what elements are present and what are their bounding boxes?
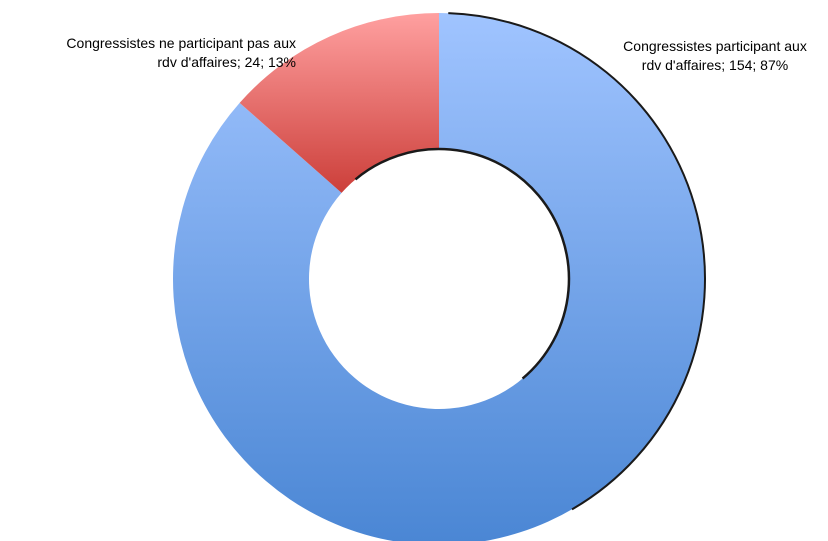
slice-label-participants: Congressistes participant aux rdv d'affa… — [600, 37, 828, 75]
donut-slice-non-participants — [239, 13, 439, 193]
donut-outer-edge — [448, 12, 706, 511]
donut-inner-edge — [354, 147, 571, 380]
slice-label-participants-line1: Congressistes participant aux — [623, 38, 807, 54]
slice-label-non-participants-line1: Congressistes ne participant pas aux — [66, 35, 296, 51]
slice-label-non-participants: Congressistes ne participant pas aux rdv… — [10, 34, 296, 72]
donut-slice-participants — [173, 13, 705, 541]
slice-label-non-participants-line2: rdv d'affaires; 24; 13% — [157, 54, 296, 70]
slice-label-participants-line2: rdv d'affaires; 154; 87% — [641, 57, 789, 73]
